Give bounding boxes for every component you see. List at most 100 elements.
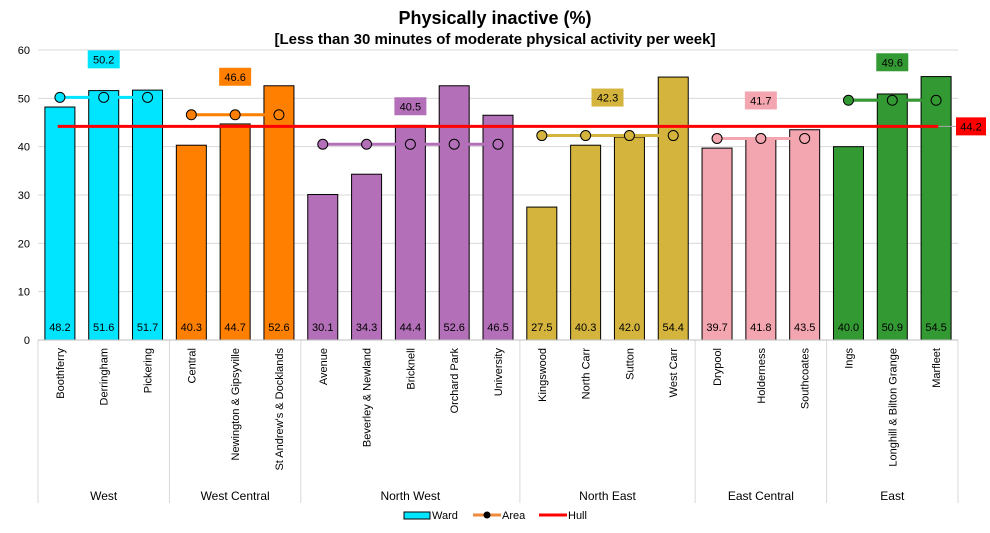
bar-value-label: 40.0 (838, 322, 859, 334)
y-tick-label: 30 (18, 190, 30, 202)
group-label: North East (579, 489, 636, 503)
category-label: Southcoates (800, 348, 812, 410)
category-label: North Carr (581, 348, 593, 400)
category-label: Central (186, 348, 198, 383)
category-label: Sutton (624, 348, 636, 380)
group-label: East Central (728, 489, 794, 503)
area-marker (404, 138, 416, 150)
legend-area-label: Area (502, 510, 526, 522)
area-label-box (394, 97, 427, 116)
bar-value-label: 30.1 (312, 322, 333, 334)
bar-value-label: 48.2 (49, 322, 70, 334)
area-marker (667, 130, 679, 142)
area-marker (580, 130, 592, 142)
area-marker (755, 132, 767, 144)
bar (263, 85, 295, 341)
area-label: 40.5 (400, 101, 421, 113)
bar-value-label: 41.8 (750, 322, 771, 334)
chart-title: Physically inactive (%) (398, 8, 592, 28)
area-marker (492, 138, 504, 150)
category-label: West Carr (668, 348, 680, 398)
category-label: Orchard Park (449, 348, 461, 414)
legend-area-marker (483, 511, 491, 519)
bar (88, 90, 120, 341)
bar (351, 173, 383, 341)
bar (832, 146, 864, 341)
category-label: Drypool (712, 348, 724, 386)
area-label-box (591, 88, 624, 107)
category-label: Longhill & Bilton Grange (887, 348, 899, 467)
area-marker (54, 91, 66, 103)
bar-value-label: 44.4 (400, 322, 421, 334)
bar-value-label: 27.5 (531, 322, 552, 334)
group-label: North West (380, 489, 440, 503)
area-label: 41.7 (750, 95, 771, 107)
bar (219, 123, 251, 341)
y-tick-label: 20 (18, 238, 30, 250)
category-label: Avenue (318, 348, 330, 385)
bar-value-label: 51.6 (93, 322, 114, 334)
bar-value-label: 39.7 (706, 322, 727, 334)
area-marker (799, 132, 811, 144)
bar-value-label: 40.3 (575, 322, 596, 334)
area-label-box (87, 50, 120, 69)
area-marker (185, 109, 197, 121)
area-marker (536, 130, 548, 142)
bar-value-label: 34.3 (356, 322, 377, 334)
y-tick-label: 60 (18, 45, 30, 57)
y-tick-label: 50 (18, 93, 30, 105)
group-label: East (880, 489, 905, 503)
hull-label: 44.2 (960, 121, 981, 133)
area-marker (142, 91, 154, 103)
area-label: 46.6 (224, 72, 245, 84)
category-label: University (493, 348, 505, 397)
y-tick-label: 10 (18, 287, 30, 299)
bar (657, 76, 689, 341)
bar-value-label: 42.0 (619, 322, 640, 334)
bar (438, 85, 470, 341)
legend-ward-swatch (403, 511, 431, 520)
area-marker (98, 91, 110, 103)
bar (175, 144, 207, 341)
category-label: Ings (843, 348, 855, 369)
category-label: Pickering (143, 348, 155, 393)
bar-value-label: 40.3 (181, 322, 202, 334)
category-label: Bricknell (405, 348, 417, 390)
category-label: Beverley & Newland (362, 348, 374, 447)
area-marker (229, 109, 241, 121)
bar (570, 144, 602, 341)
category-label: Kingswood (537, 348, 549, 402)
bar-value-label: 46.5 (487, 322, 508, 334)
area-label-box (876, 53, 909, 72)
area-marker (886, 94, 898, 106)
legend-hull-label: Hull (568, 510, 587, 522)
bar (876, 93, 908, 341)
area-label-box (219, 67, 252, 86)
area-marker (448, 138, 460, 150)
area-label: 49.6 (882, 57, 903, 69)
bar (701, 147, 733, 341)
category-label: Boothferry (55, 348, 67, 399)
area-label: 50.2 (93, 54, 114, 66)
bar (526, 206, 558, 341)
bar (920, 76, 952, 341)
area-marker (623, 130, 635, 142)
area-marker (273, 109, 285, 121)
bar-value-label: 51.7 (137, 322, 158, 334)
category-label: St Andrew's & Docklands (274, 348, 286, 471)
category-label: Marfleet (931, 348, 943, 388)
hull-label-box (956, 117, 986, 136)
bar-value-label: 52.6 (443, 322, 464, 334)
area-marker (361, 138, 373, 150)
legend-ward-label: Ward (432, 510, 458, 522)
bar-value-label: 52.6 (268, 322, 289, 334)
bar (307, 194, 339, 341)
bar-value-label: 44.7 (224, 322, 245, 334)
bar (394, 124, 426, 341)
bar-value-label: 50.9 (882, 322, 903, 334)
category-label: Newington & Gipsyville (230, 348, 242, 461)
bar (482, 114, 514, 341)
bar (745, 137, 777, 341)
